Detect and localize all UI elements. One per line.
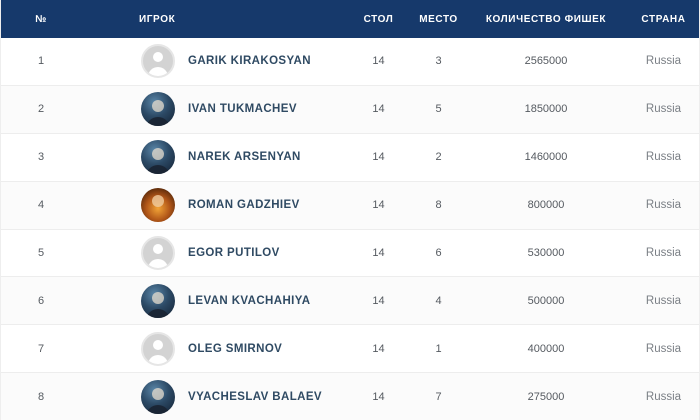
table-number: 14 [372,246,385,259]
country-value: Russia [645,151,682,164]
table-row: 7 OLEG SMIRNOV 14 1 400000 Russia [1,324,699,373]
chips-value: 1850000 [524,103,568,116]
table-row: 1 GARIK KIRAKOSYAN 14 3 2565000 Russia [1,38,699,85]
row-number: 5 [37,246,45,259]
player-avatar [141,283,175,318]
row-number: 7 [37,342,45,355]
player-cell: IVAN TUKMACHEV [81,86,346,133]
chips-value: 275000 [527,390,565,403]
place-value: 8 [435,199,442,212]
table-number: 14 [372,390,385,403]
place-value: 5 [435,103,442,116]
player-avatar [141,235,175,270]
country-value: Russia [645,342,682,355]
table-body: 1 GARIK KIRAKOSYAN 14 3 2565000 Russia 2… [1,38,699,420]
player-cell: OLEG SMIRNOV [81,325,346,372]
table-number: 14 [372,151,385,164]
player-cell: GARIK KIRAKOSYAN [81,38,346,85]
player-avatar [141,140,175,175]
player-cell: LEVAN KVACHAHIYA [81,277,346,324]
player-avatar [141,331,175,366]
row-number: 8 [37,390,45,403]
country-value: Russia [645,390,682,403]
table-row: 6 LEVAN KVACHAHIYA 14 4 500000 Russia [1,276,699,325]
player-avatar [141,188,175,223]
table-row: 5 EGOR PUTILOV 14 6 530000 Russia [1,228,699,277]
player-cell: ROMAN GADZHIEV [81,182,346,229]
chips-value: 800000 [527,199,565,212]
player-name: ROMAN GADZHIEV [188,199,300,212]
table-row: 4 ROMAN GADZHIEV 14 8 800000 Russia [1,180,699,229]
place-value: 4 [435,294,442,307]
player-name: NAREK ARSENYAN [188,151,301,164]
table-number: 14 [372,55,385,68]
row-number: 3 [37,151,45,164]
player-cell: VYACHESLAV BALAEV [81,373,346,420]
player-name: VYACHESLAV BALAEV [188,390,322,403]
column-header-table: СТОЛ [363,13,394,25]
place-value: 2 [435,151,442,164]
chips-value: 500000 [527,294,565,307]
row-number: 1 [37,55,45,68]
player-cell: NAREK ARSENYAN [81,134,346,181]
table-row: 2 IVAN TUKMACHEV 14 5 1850000 Russia [1,84,699,133]
table-number: 14 [372,294,385,307]
player-name: IVAN TUKMACHEV [188,103,297,116]
chips-value: 2565000 [524,55,568,68]
player-avatar [141,379,175,414]
country-value: Russia [645,199,682,212]
column-header-chips: КОЛИЧЕСТВО ФИШЕК [485,13,607,25]
chips-value: 530000 [527,246,565,259]
country-value: Russia [645,103,682,116]
player-name: GARIK KIRAKOSYAN [188,55,311,68]
place-value: 1 [435,342,442,355]
row-number: 6 [37,294,45,307]
place-value: 3 [435,55,442,68]
column-header-number: № [35,13,47,25]
player-name: LEVAN KVACHAHIYA [188,294,311,307]
table-header: № ИГРОК СТОЛ МЕСТО КОЛИЧЕСТВО ФИШЕК СТРА… [1,0,699,38]
player-name: OLEG SMIRNOV [188,342,283,355]
table-number: 14 [372,103,385,116]
column-header-player: ИГРОК [139,13,176,25]
table-number: 14 [372,199,385,212]
player-avatar [141,44,175,79]
country-value: Russia [645,55,682,68]
place-value: 6 [435,246,442,259]
column-header-country: СТРАНА [641,13,686,25]
row-number: 2 [37,103,45,116]
table-number: 14 [372,342,385,355]
player-avatar [141,92,175,127]
column-header-place: МЕСТО [419,13,458,25]
country-value: Russia [645,246,682,259]
player-cell: EGOR PUTILOV [81,230,346,277]
place-value: 7 [435,390,442,403]
table-row: 8 VYACHESLAV BALAEV 14 7 275000 Russia [1,372,699,420]
chips-value: 400000 [527,342,565,355]
player-name: EGOR PUTILOV [188,246,280,259]
table-row: 3 NAREK ARSENYAN 14 2 1460000 Russia [1,132,699,181]
row-number: 4 [37,199,45,212]
chips-value: 1460000 [524,151,568,164]
country-value: Russia [645,294,682,307]
